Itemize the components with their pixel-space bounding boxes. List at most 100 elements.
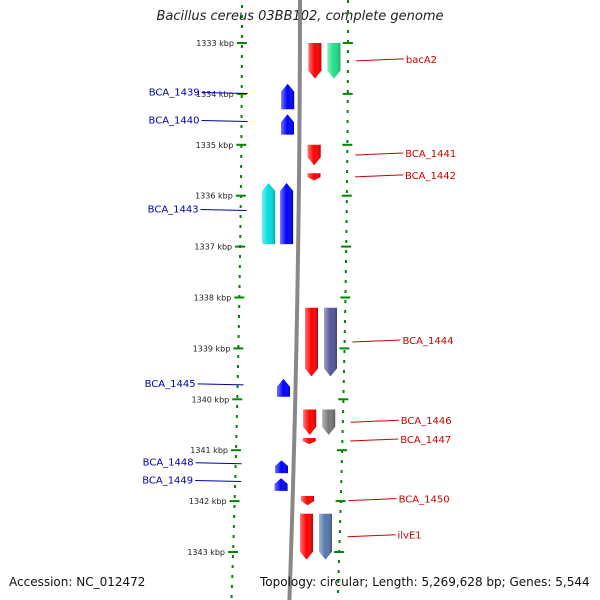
axis-dot-left: [231, 555, 234, 558]
axis-dot-right: [344, 300, 347, 303]
axis-dot-right: [346, 100, 349, 103]
feature-labels: bacA2 BCA_1441 BCA_1442 BCA_1444 BCA_1446 BCA…: [142, 55, 456, 542]
feature-secondary: [322, 409, 336, 435]
gene-reverse: [281, 83, 295, 110]
axis-dot-left: [240, 55, 243, 58]
axis-dot-right: [340, 470, 343, 473]
tick-label: 1337 kbp: [194, 243, 232, 252]
gene-shade: [308, 43, 322, 79]
axis-dot-left: [240, 5, 243, 8]
axis-dot-right: [340, 460, 343, 463]
gene-reverse: [277, 378, 290, 397]
axis-dot-right: [343, 350, 346, 353]
axis-dot-left: [234, 455, 237, 458]
axis-dot-left: [236, 395, 239, 398]
gene-label: BCA_1442: [405, 171, 456, 182]
axis-dot-right: [341, 450, 344, 453]
label-leader: [355, 58, 404, 62]
accession-label: Accession: NC_012472: [9, 575, 146, 589]
gene-shade: [305, 307, 318, 377]
tick-label: 1341 kbp: [190, 446, 228, 455]
tick-label: 1334 kbp: [196, 90, 234, 99]
axis-dot-left: [240, 155, 243, 158]
axis-dot-left: [234, 485, 237, 488]
axis-dot-right: [346, 90, 349, 93]
gene-label: BCA_1443: [148, 205, 199, 216]
axis-dot-right: [344, 290, 347, 293]
feature-secondary: [319, 513, 332, 560]
axis-dot-right: [345, 200, 348, 203]
axis-dot-left: [237, 335, 240, 338]
gene-label: BCA_1449: [142, 476, 193, 487]
axis-dot-right: [337, 560, 340, 563]
label-leader: [200, 209, 247, 212]
backbone-line: [287, 0, 302, 600]
axis-dot-left: [233, 505, 236, 508]
axis-dot-right: [339, 520, 342, 523]
axis-dot-left: [233, 515, 236, 518]
label-leader: [201, 119, 248, 122]
axis-dot-left: [240, 115, 243, 118]
axis-dot-left: [237, 325, 240, 328]
axis-dot-left: [238, 315, 240, 318]
axis-dot-left: [239, 225, 242, 228]
axis-dot-right: [346, 170, 349, 173]
axis-dot-left: [240, 45, 243, 48]
gene-shade: [262, 183, 276, 245]
gene-label: BCA_1447: [400, 435, 451, 446]
label-leader: [354, 174, 404, 178]
axis-dot-right: [343, 360, 346, 363]
axis-dot-left: [239, 205, 242, 208]
label-leader: [195, 462, 242, 465]
gene-forward: [300, 513, 313, 560]
axis-dot-right: [346, 10, 349, 13]
axis-dot-left: [238, 305, 241, 308]
axis-dot-right: [346, 110, 349, 113]
axis-dot-right: [342, 390, 345, 393]
gene-shade: [277, 378, 290, 397]
axis-dot-right: [342, 400, 345, 403]
gene-shade: [274, 478, 288, 491]
gene-forward: [302, 438, 316, 444]
axis-dot-right: [342, 410, 345, 413]
axis-dot-right: [345, 190, 348, 193]
axis-dot-right: [346, 20, 349, 23]
tick-label: 1338 kbp: [194, 294, 232, 303]
axis-dot-right: [344, 270, 347, 273]
axis-dot-left: [238, 285, 241, 288]
axis-dot-left: [240, 145, 243, 148]
axis-dot-right: [343, 340, 346, 343]
genome-backbone: [287, 0, 302, 600]
axis-dot-right: [346, 140, 349, 143]
axis-dot-left: [232, 545, 235, 548]
axis-dot-left: [236, 375, 239, 378]
gene-shade: [301, 496, 315, 506]
axis-dot-right: [344, 320, 346, 323]
axis-dot-left: [235, 435, 238, 438]
axis-dot-right: [346, 0, 349, 3]
axis-dot-left: [231, 575, 234, 578]
gene-label: BCA_1440: [149, 115, 200, 126]
axis-dot-left: [240, 85, 243, 88]
gene-forward: [305, 307, 318, 377]
axis-dot-left: [240, 135, 243, 138]
axis-dot-right: [345, 260, 348, 263]
gene-forward: [308, 43, 322, 79]
axis-dot-left: [230, 585, 233, 588]
axis-dot-left: [240, 15, 243, 18]
axis-dot-right: [346, 160, 349, 163]
axis-dot-right: [346, 70, 349, 73]
gene-shade: [280, 183, 294, 245]
label-leader: [197, 383, 244, 386]
axis-dot-left: [235, 415, 238, 418]
axis-dot-right: [346, 40, 349, 43]
axis-dot-right: [341, 420, 344, 423]
label-leader: [350, 419, 399, 423]
axis-dot-right: [345, 230, 348, 233]
axis-dot-left: [236, 385, 239, 388]
axis-dot-left: [236, 405, 239, 408]
axis-dot-right: [342, 380, 345, 383]
axis-dot-right: [338, 530, 341, 533]
label-leader: [348, 498, 397, 502]
axis-dot-left: [240, 175, 243, 178]
